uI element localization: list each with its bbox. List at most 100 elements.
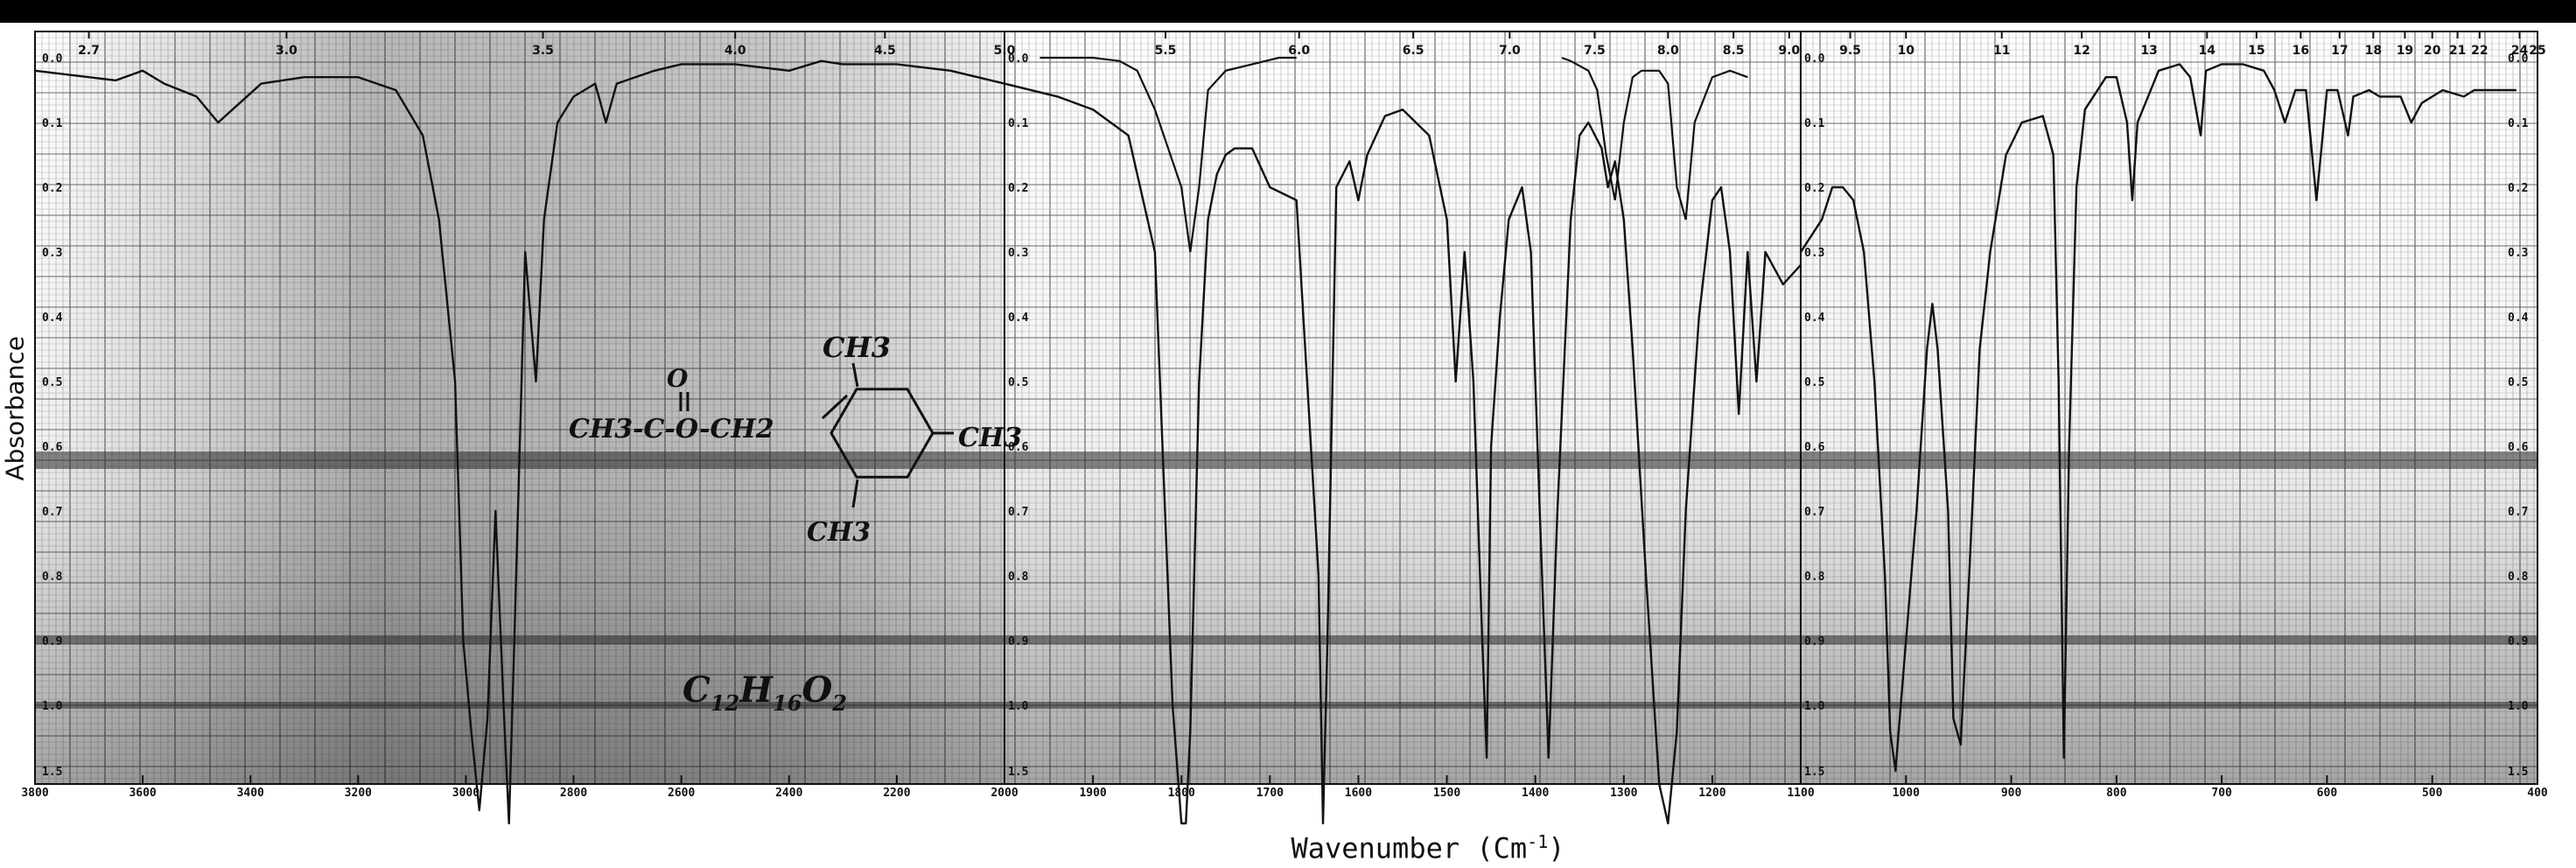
x-tick-label: 1500 <box>1433 787 1460 800</box>
y-tick-label: 0.7 <box>1008 506 1028 519</box>
y-tick-label: 0.9 <box>1008 635 1028 648</box>
y-tick-label: 0.1 <box>1008 117 1029 130</box>
benzene-ring <box>830 388 934 479</box>
structure-bottom-ch3: CH3 <box>807 517 871 548</box>
formula-part: H <box>738 669 774 710</box>
structure-right-ch3: CH3 <box>958 423 1022 453</box>
double-bond-mark <box>821 394 849 420</box>
top-tick-label: 9.0 <box>1778 44 1800 58</box>
x-tick-label: 800 <box>2106 787 2127 800</box>
y-tick-label: 0.9 <box>1804 635 1824 648</box>
top-tick-label: 3.0 <box>276 44 298 58</box>
y-tick-label: 0.5 <box>1804 376 1824 389</box>
x-tick-label: 3400 <box>237 787 264 800</box>
y-tick-label: 1.5 <box>2508 766 2528 779</box>
x-tick-label: 1800 <box>1168 787 1195 800</box>
x-tick-label: 1900 <box>1079 787 1106 800</box>
formula-part: C <box>682 669 710 710</box>
y-tick-label: 0.5 <box>1008 376 1028 389</box>
formula-part: O <box>802 669 832 710</box>
top-tick-label: 19 <box>2397 44 2413 58</box>
y-tick-label: 0.7 <box>1804 506 1824 519</box>
y-tick-label: 1.0 <box>1008 700 1029 713</box>
x-tick-label: 3800 <box>21 787 48 800</box>
x-tick-label: 3200 <box>345 787 372 800</box>
y-tick-label: 0.0 <box>2508 52 2529 66</box>
structure-carbonyl-o: O <box>667 364 689 393</box>
y-axis-label: Absorbance <box>0 336 30 481</box>
y-tick-label: 1.5 <box>1008 766 1028 779</box>
top-tick-label: 7.0 <box>1499 44 1521 58</box>
plot-frame <box>34 31 2538 785</box>
bond-top <box>851 362 859 388</box>
top-tick-label: 5.0 <box>994 44 1016 58</box>
shade-bottom <box>35 32 2538 784</box>
y-tick-label: 0.2 <box>2508 182 2528 195</box>
dark-band <box>35 702 2538 709</box>
top-tick-label: 20 <box>2424 44 2441 58</box>
x-tick-label: 1600 <box>1345 787 1372 800</box>
formula-part: 2 <box>831 690 847 716</box>
y-tick-label: 0.7 <box>42 506 62 519</box>
structure-left-chain: CH3-C-O-CH2 <box>569 414 774 444</box>
spectrum-trace-panel-1 <box>34 60 1005 825</box>
top-tick-label: 4.0 <box>724 44 746 58</box>
y-tick-label: 0.5 <box>42 376 62 389</box>
top-tick-label: 22 <box>2471 44 2488 58</box>
y-tick-label: 0.6 <box>1008 441 1029 454</box>
top-tick-label: 7.5 <box>1584 44 1606 58</box>
x-tick-label: 3000 <box>452 787 480 800</box>
top-tick-label: 8.0 <box>1657 44 1679 58</box>
top-tick-label: 6.5 <box>1403 44 1424 58</box>
formula-part: 12 <box>710 690 739 716</box>
structure-top-ch3: CH3 <box>822 331 891 364</box>
x-axis-label-text: Wavenumber (Cm <box>1291 831 1528 865</box>
overlay-trace-1 <box>1040 56 1297 253</box>
y-tick-label: 0.1 <box>2508 117 2529 130</box>
formula-part: 16 <box>773 690 802 716</box>
x-tick-label: 500 <box>2422 787 2443 800</box>
top-tick-label: 12 <box>2073 44 2090 58</box>
x-tick-label: 600 <box>2317 787 2338 800</box>
top-tick-label: 14 <box>2199 44 2216 58</box>
bond-bottom <box>851 479 859 508</box>
y-tick-label: 0.8 <box>1008 570 1029 584</box>
top-tick-label: 5.5 <box>1155 44 1177 58</box>
x-axis-label-close: ) <box>1548 831 1565 865</box>
top-tick-label: 2.7 <box>78 44 100 58</box>
y-tick-label: 0.4 <box>1804 312 1825 325</box>
y-tick-label: 0.5 <box>2508 376 2528 389</box>
x-tick-label: 2400 <box>775 787 802 800</box>
top-tick-label: 16 <box>2292 44 2309 58</box>
x-axis-label-superscript: -1 <box>1527 831 1549 852</box>
y-tick-label: 0.3 <box>42 247 62 260</box>
axes: 0.0 0.0 0.0 0.0 0.1 0.1 0.1 0.1 0.2 0.2 0.2 0.2 0.3 0… <box>21 31 2548 800</box>
spectrum-traces <box>34 56 2516 825</box>
x-tick-label: 3600 <box>129 787 156 800</box>
top-tick-label: 24 <box>2511 44 2529 58</box>
top-tick-label: 8.5 <box>1723 44 1745 58</box>
x-tick-label: 2000 <box>990 787 1018 800</box>
y-tick-label: 0.2 <box>42 182 62 195</box>
x-tick-label: 2200 <box>883 787 910 800</box>
top-tick-label: 13 <box>2140 44 2157 58</box>
y-tick-label: 0.7 <box>2508 506 2528 519</box>
y-tick-label: 1.5 <box>1804 766 1824 779</box>
y-tick-label: 0.4 <box>1008 312 1029 325</box>
top-tick-label: 6.0 <box>1288 44 1310 58</box>
y-tick-label: 0.4 <box>42 312 63 325</box>
top-tick-label: 15 <box>2248 44 2264 58</box>
y-tick-label: 0.6 <box>1804 441 1825 454</box>
dark-band <box>35 635 2538 644</box>
x-tick-label: 700 <box>2211 787 2232 800</box>
spectrum-trace-panel-3 <box>1799 63 2516 773</box>
y-tick-label: 0.1 <box>42 117 63 130</box>
y-tick-label: 0.0 <box>42 52 63 66</box>
x-tick-label: 1200 <box>1698 787 1726 800</box>
top-tick-label: 11 <box>1993 44 2010 58</box>
y-tick-label: 0.8 <box>2508 570 2529 584</box>
top-tick-label: 25 <box>2529 44 2545 58</box>
y-tick-label: 1.0 <box>42 700 63 713</box>
